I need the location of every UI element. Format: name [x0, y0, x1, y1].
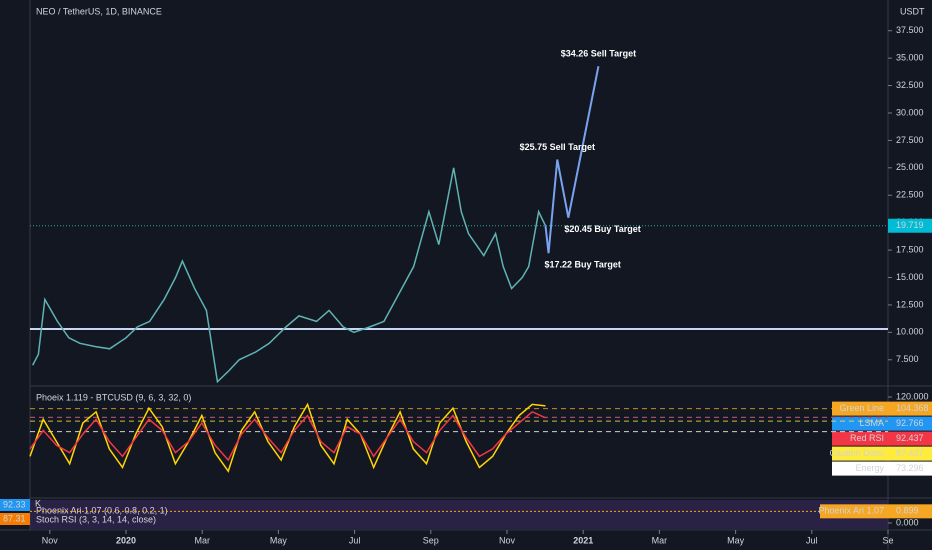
level-name: Energy	[855, 463, 884, 473]
level-box	[832, 416, 932, 431]
symbol-title: NEO / TetherUS, 1D, BINANCE	[36, 6, 162, 16]
y-tick-label: 12.500	[896, 299, 924, 309]
x-tick-label: May	[727, 535, 745, 545]
x-tick-label: Sep	[423, 535, 439, 545]
x-tick-label: Se	[882, 535, 893, 545]
x-tick-label: Nov	[42, 535, 59, 545]
level-box	[832, 431, 932, 446]
y-tick-label: 35.000	[896, 53, 924, 63]
level-value: 92.766	[896, 418, 924, 428]
stoch-subtitle: Stoch RSI (3, 3, 14, 14, close)	[36, 514, 156, 524]
level-name: Green Line	[839, 403, 884, 413]
x-tick-label: Mar	[194, 535, 210, 545]
x-tick-label: 2021	[573, 535, 593, 545]
level-name: Red RSI	[850, 433, 884, 443]
y-tick-label: 15.000	[896, 272, 924, 282]
y-tick-label: 30.000	[896, 107, 924, 117]
y-tick-label: 120.000	[896, 391, 929, 401]
x-tick-label: Jul	[349, 535, 361, 545]
target-label: $20.45 Buy Target	[564, 224, 640, 234]
target-label: $34.26 Sell Target	[561, 49, 636, 59]
level-value: 104.368	[896, 403, 929, 413]
last-price-box	[888, 218, 932, 233]
y-tick-label: 0.000	[896, 517, 919, 527]
k-value: 92.33	[3, 499, 26, 509]
target-label: $17.22 Buy Target	[545, 260, 621, 270]
projection-line	[547, 66, 600, 254]
oscillator-title: Phoeix 1.119 - BTCUSD (9, 6, 3, 32, 0)	[36, 392, 191, 402]
d-box	[0, 513, 30, 525]
price-line	[32, 167, 547, 384]
level-value: 92.437	[896, 433, 924, 443]
x-tick-label: 2020	[116, 535, 136, 545]
oscillator-line	[29, 410, 546, 462]
x-tick-label: Jul	[806, 535, 818, 545]
y-tick-label: 37.500	[896, 25, 924, 35]
indicator-box	[820, 504, 932, 519]
level-box	[832, 401, 932, 416]
level-box	[832, 461, 932, 476]
y-tick-label: 22.500	[896, 190, 924, 200]
k-label: K	[35, 498, 41, 508]
k-box	[0, 499, 30, 511]
y-tick-label: 27.500	[896, 135, 924, 145]
y-tick-label: 7.500	[896, 354, 919, 364]
level-box	[832, 446, 932, 461]
level-value: 73.296	[896, 463, 924, 473]
y-tick-label: 32.500	[896, 80, 924, 90]
target-label: $25.75 Sell Target	[520, 142, 595, 152]
indicator-value: 0.899	[896, 506, 919, 516]
y-tick-label: 25.000	[896, 162, 924, 172]
y-tick-label: 10.000	[896, 327, 924, 337]
stoch-title: Phoenix Ari 1.07 (0.6, 0.8, 0.2, 1)	[36, 505, 168, 515]
d-value: 87.31	[3, 513, 26, 523]
level-value: 87.437	[896, 448, 924, 458]
level-name: Caution Dots!	[829, 448, 884, 458]
x-tick-label: May	[270, 535, 288, 545]
x-tick-label: Nov	[499, 535, 516, 545]
last-price-label: 19.719	[896, 220, 924, 230]
currency: USDT	[900, 6, 925, 16]
x-tick-label: Mar	[652, 535, 668, 545]
level-name: LSMA	[859, 418, 884, 428]
indicator-name: Phoenix Ari 1.07	[818, 506, 884, 516]
y-tick-label: 17.500	[896, 244, 924, 254]
oscillator-line	[29, 402, 546, 473]
stoch-band	[30, 500, 888, 529]
